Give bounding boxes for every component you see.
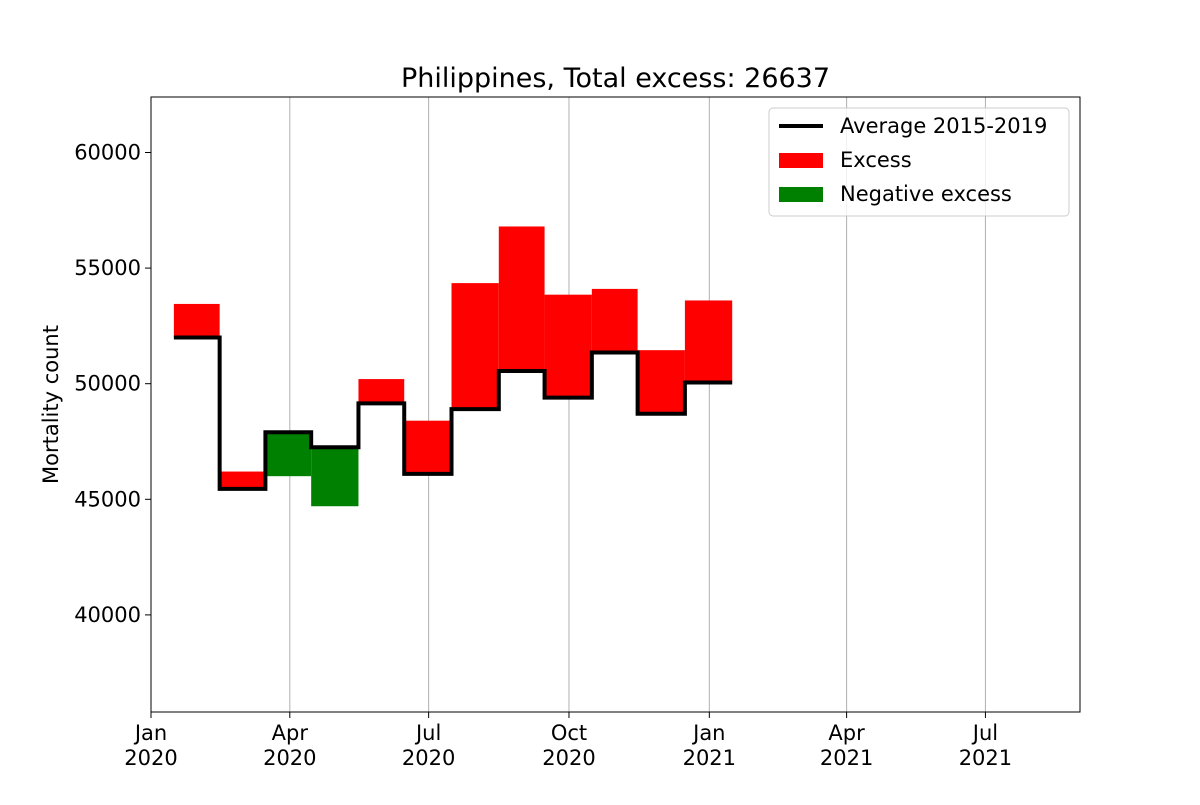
x-tick-label-5: Apr 2021 [820,721,873,770]
excess-bar-7 [498,226,545,371]
x-tick-label-2: Jul 2020 [402,721,455,770]
x-tick-label-6: Jul 2021 [959,721,1012,770]
average-line [173,335,733,491]
x-tick-label-0: Jan 2020 [124,721,177,770]
legend: Average 2015-2019 Excess Negative excess [768,107,1070,217]
y-axis: 40000 45000 50000 55000 60000 [74,140,151,627]
negative-excess-bar-3 [311,447,359,507]
legend-label-0: Average 2015-2019 [840,114,1047,138]
legend-label-1: Excess [840,148,912,172]
legend-swatch-1 [779,153,823,168]
excess-bar-11 [684,300,733,383]
negative-excess-bar-2 [265,432,312,477]
y-tick-label-2: 50000 [74,372,141,396]
excess-bar-0 [173,303,220,338]
x-tick-label-4: Jan 2021 [683,721,736,770]
x-tick-label-1: Apr 2020 [263,721,316,770]
excess-bar-10 [637,350,685,414]
y-tick-label-0: 40000 [74,603,141,627]
y-tick-label-4: 60000 [74,140,141,164]
excess-bar-4 [358,379,405,404]
average-line-layer [173,335,733,491]
legend-box [768,107,1070,217]
legend-swatch-2 [779,187,823,202]
x-tick-label-3: Oct 2020 [542,721,595,770]
y-tick-label-3: 55000 [74,256,141,280]
excess-bar-1 [219,471,266,489]
y-tick-label-1: 45000 [74,487,141,511]
x-axis: Jan 2020 Apr 2020 Jul 2020 Oct 2020 Jan 2021 Apr 20… [124,712,1012,770]
chart-title: Philippines, Total excess: 26637 [401,63,830,94]
excess-bar-5 [404,420,452,474]
plot-frame [150,96,1081,713]
excess-fills [173,226,733,507]
excess-bar-8 [544,294,592,398]
y-axis-label: Mortality count [39,325,63,484]
excess-bar-6 [451,283,499,410]
legend-label-2: Negative excess [840,182,1012,206]
excess-bar-9 [591,288,638,353]
